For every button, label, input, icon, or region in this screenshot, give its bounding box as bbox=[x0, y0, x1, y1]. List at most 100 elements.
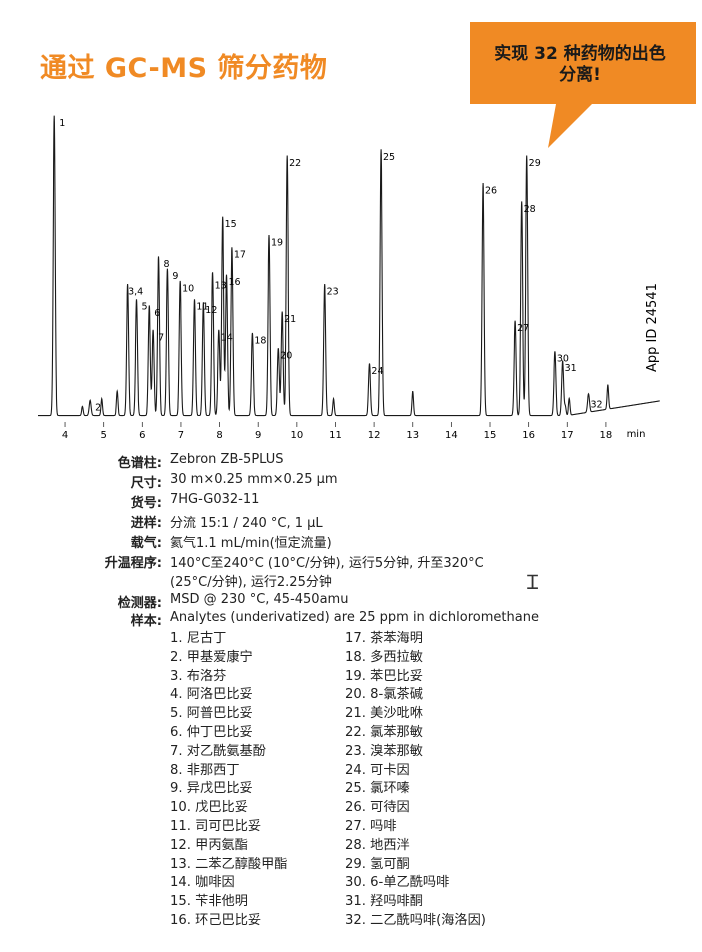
peak-label: 17 bbox=[234, 250, 246, 261]
x-tick-label: 6 bbox=[139, 430, 145, 441]
sample-value: Analytes (underivatized) are 25 ppm in d… bbox=[170, 610, 539, 625]
x-tick-label: 17 bbox=[561, 430, 574, 441]
list-item: 21. 美沙吡咻 bbox=[345, 706, 423, 722]
peak-label: 8 bbox=[164, 259, 170, 270]
list-item: 28. 地西泮 bbox=[345, 837, 410, 853]
x-tick-label: 13 bbox=[406, 430, 419, 441]
list-item: 7. 对乙酰氨基酚 bbox=[170, 743, 266, 759]
carrier-gas-value: 氦气1.1 mL/min(恒定流量) bbox=[170, 536, 332, 551]
peak-label: 6 bbox=[154, 308, 160, 319]
peak-label: 2 bbox=[95, 403, 101, 414]
app-id: App ID 24541 bbox=[645, 283, 660, 372]
x-tick-label: 8 bbox=[216, 430, 222, 441]
method-conditions: 色谱柱: Zebron ZB-5PLUS 尺寸: 30 m×0.25 mm×0.… bbox=[0, 452, 702, 642]
peak-label: 32 bbox=[590, 400, 602, 411]
x-tick-label: 15 bbox=[484, 430, 497, 441]
peak-label: 23 bbox=[327, 286, 339, 297]
peak-label: 29 bbox=[529, 158, 541, 169]
oven-program-label: 升温程序: bbox=[104, 556, 162, 571]
peak-label: 19 bbox=[271, 237, 283, 248]
x-tick-label: 12 bbox=[368, 430, 381, 441]
injection-label: 进样: bbox=[130, 516, 162, 531]
list-item: 22. 氯苯那敏 bbox=[345, 724, 423, 740]
list-item: 18. 多西拉敏 bbox=[345, 649, 423, 665]
x-tick-label: 5 bbox=[100, 430, 106, 441]
x-tick-label: 10 bbox=[290, 430, 303, 441]
x-tick-label: 9 bbox=[255, 430, 261, 441]
peak-label: 10 bbox=[182, 283, 194, 294]
list-item: 20. 8-氯茶碱 bbox=[345, 687, 423, 703]
list-item: 15. 苄非他明 bbox=[170, 894, 248, 910]
list-item: 19. 苯巴比妥 bbox=[345, 668, 423, 684]
callout-line-2: 分离! bbox=[559, 65, 601, 85]
list-item: 2. 甲基爱康宁 bbox=[170, 649, 253, 665]
x-axis: 4 5 6 7 8 9 10 11 12 13 14 15 16 17 18 bbox=[62, 422, 612, 441]
carrier-gas-label: 载气: bbox=[130, 536, 162, 551]
x-tick-label: 14 bbox=[445, 430, 458, 441]
peak-label: 31 bbox=[565, 363, 577, 374]
list-item: 27. 吗啡 bbox=[345, 818, 397, 834]
list-item: 3. 布洛芬 bbox=[170, 668, 227, 684]
part-number-value: 7HG-G032-11 bbox=[170, 492, 260, 507]
callout-bubble bbox=[470, 22, 696, 148]
x-tick-label: 18 bbox=[600, 430, 613, 441]
part-number-label: 货号: bbox=[130, 496, 162, 511]
peak-label: 14 bbox=[221, 332, 233, 343]
peak-label: 1 bbox=[59, 118, 65, 129]
peak-label: 11 bbox=[196, 302, 208, 313]
chromatogram-chart: 4 5 6 7 8 9 10 11 12 13 14 15 16 17 18 123,45678910111… bbox=[38, 115, 660, 441]
peak-label: 3,4 bbox=[128, 286, 143, 297]
list-item: 16. 环己巴比妥 bbox=[170, 912, 262, 928]
peak-label: 24 bbox=[371, 366, 383, 377]
list-item: 30. 6-单乙酰吗啡 bbox=[345, 875, 450, 891]
oven-program-value-2: (25°C/分钟), 运行2.25分钟 bbox=[170, 575, 332, 590]
dimensions-value: 30 m×0.25 mm×0.25 µm bbox=[170, 472, 338, 487]
list-item: 4. 阿洛巴比妥 bbox=[170, 687, 253, 703]
list-item: 29. 氢可酮 bbox=[345, 856, 410, 872]
column-label: 色谱柱: bbox=[117, 456, 162, 471]
callout-text: 实现 32 种药物的出色 分离! bbox=[470, 44, 690, 86]
compound-list-left: 1. 尼古丁 2. 甲基爱康宁 3. 布洛芬 4. 阿洛巴比妥 5. 阿普巴比妥… bbox=[170, 630, 287, 931]
sample-label: 样本: bbox=[130, 614, 162, 629]
peak-label: 22 bbox=[289, 158, 301, 169]
list-item: 9. 异戊巴比妥 bbox=[170, 781, 253, 797]
list-item: 31. 羟吗啡酮 bbox=[345, 894, 423, 910]
peak-label: 26 bbox=[485, 185, 497, 196]
peak-label: 21 bbox=[284, 314, 296, 325]
chromatogram-trace bbox=[38, 115, 660, 417]
list-item: 32. 二乙酰吗啡(海洛因) bbox=[345, 912, 486, 928]
list-item: 12. 甲丙氨酯 bbox=[170, 837, 248, 853]
page-title: 通过 GC-MS 筛分药物 bbox=[40, 53, 328, 84]
peak-label: 9 bbox=[172, 271, 178, 282]
peak-label: 25 bbox=[383, 152, 395, 163]
peak-labels: 123,456789101112131415161718192021222324… bbox=[59, 118, 602, 414]
peak-label: 13 bbox=[215, 280, 227, 291]
list-item: 10. 戊巴比妥 bbox=[170, 800, 248, 816]
peak-label: 15 bbox=[225, 219, 237, 230]
peak-label: 16 bbox=[228, 277, 240, 288]
detector-label: 检测器: bbox=[117, 596, 162, 611]
list-item: 8. 非那西丁 bbox=[170, 762, 240, 778]
detector-value: MSD @ 230 °C, 45-450amu bbox=[170, 592, 349, 607]
injection-value: 分流 15:1 / 240 °C, 1 µL bbox=[170, 516, 323, 531]
list-item: 5. 阿普巴比妥 bbox=[170, 706, 253, 722]
peak-label: 28 bbox=[524, 204, 536, 215]
list-item: 1. 尼古丁 bbox=[170, 631, 227, 646]
compound-list-right: 17. 茶苯海明 18. 多西拉敏 19. 苯巴比妥 20. 8-氯茶碱 21.… bbox=[345, 630, 486, 931]
x-tick-label: 11 bbox=[329, 430, 342, 441]
list-item: 25. 氯环嗪 bbox=[345, 781, 410, 797]
peak-label: 12 bbox=[205, 305, 217, 316]
x-tick-label: 4 bbox=[62, 430, 68, 441]
peak-label: 7 bbox=[158, 332, 164, 343]
list-item: 24. 可卡因 bbox=[345, 762, 410, 778]
peak-label: 5 bbox=[141, 302, 147, 313]
text-cursor-icon: Ɪ bbox=[527, 570, 539, 594]
peak-label: 30 bbox=[557, 354, 569, 365]
callout-line-1: 实现 32 种药物的出色 bbox=[494, 44, 666, 64]
list-item: 26. 可待因 bbox=[345, 800, 410, 816]
peak-label: 20 bbox=[280, 351, 292, 362]
dimensions-label: 尺寸: bbox=[130, 476, 162, 491]
peak-label: 18 bbox=[254, 335, 266, 346]
list-item: 23. 溴苯那敏 bbox=[345, 743, 423, 759]
list-item: 17. 茶苯海明 bbox=[345, 631, 423, 646]
